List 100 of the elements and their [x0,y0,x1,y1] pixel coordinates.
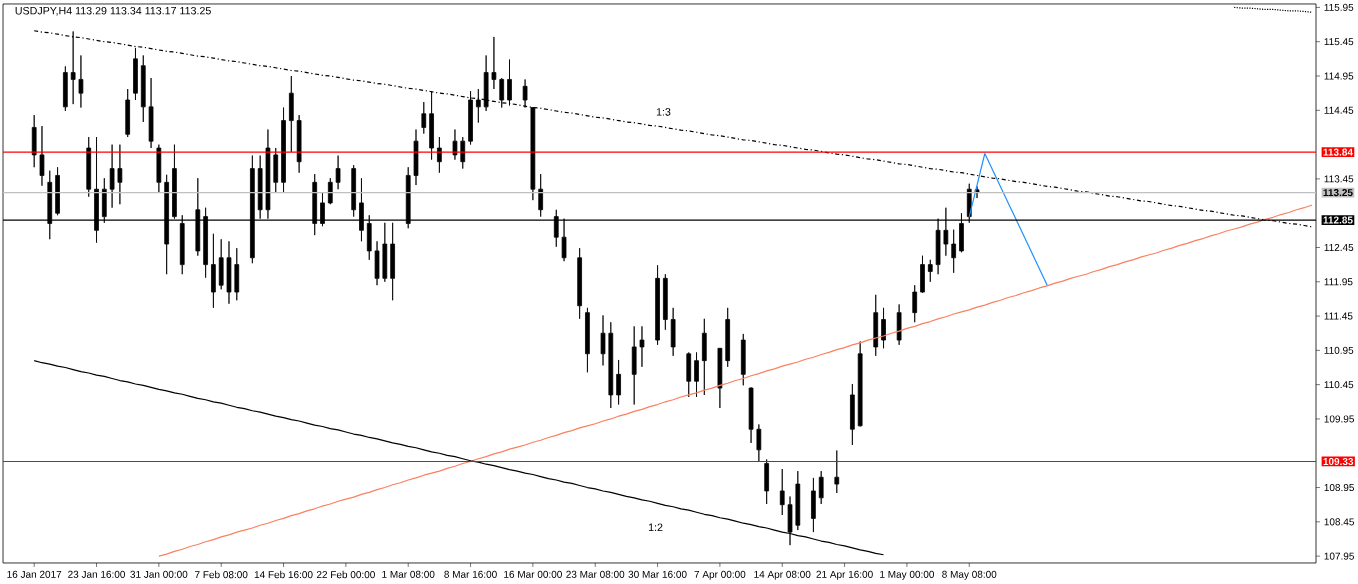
candlestick [787,496,793,546]
line-series [968,152,1048,286]
candlestick [475,88,481,124]
candlestick [663,273,668,331]
ref-line-label: 113.25 [1323,189,1353,197]
candlestick [234,247,240,301]
x-tick-label: 22 Feb 00:00 [316,570,375,579]
y-tick-label: 107.95 [1324,552,1354,560]
candlestick [507,59,512,106]
candlestick [834,450,840,494]
y-tick-label: 114.95 [1324,72,1354,80]
chart-title: USDJPY,H4 113.29 113.34 113.17 113.25 [15,6,211,16]
x-tick-label: 8 Mar 16:00 [444,570,497,578]
ref-line-label: 112.85 [1323,216,1353,224]
candlestick [850,383,855,446]
candlestick [429,90,434,161]
candlestick [226,240,232,305]
candlestick [413,129,419,186]
candlestick [296,114,302,174]
candlestick [881,307,886,349]
x-tick-label: 23 Mar 08:00 [566,570,625,578]
annotation: 1:3 [656,108,671,116]
x-tick-label: 21 Apr 16:00 [816,570,873,580]
candlestick [585,307,590,373]
candlestick [148,77,154,149]
candlestick [374,240,380,286]
x-tick-label: 14 Apr 08:00 [754,570,811,580]
candlestick [483,55,489,112]
x-tick-label: 8 May 08:00 [942,570,997,580]
x-tick-label: 7 Feb 08:00 [195,570,248,579]
ref-line-label: 113.84 [1323,148,1353,156]
candlestick [670,307,676,357]
candlestick [273,147,279,194]
candlestick [468,90,473,145]
candlestick [694,352,699,398]
candlestick [491,36,497,90]
candlestick [78,55,84,108]
candlestick [717,347,723,409]
candlestick [927,259,933,283]
candlestick [421,101,427,135]
candlestick [686,352,692,398]
x-tick-label: 16 Mar 00:00 [504,570,562,578]
x-tick-label: 1 Mar 08:00 [382,570,435,578]
candlestick [795,470,801,531]
candlestick [756,424,762,462]
y-tick-label: 115.45 [1324,38,1354,46]
candlestick [608,321,614,409]
x-tick-label: 31 Jan 00:00 [130,570,188,578]
candlestick [63,66,68,112]
candlestick [522,79,528,108]
candlestick [920,255,925,294]
candlestick [530,107,536,201]
candlestick [655,264,660,346]
y-tick-label: 108.45 [1324,518,1354,526]
candlestick [896,304,902,346]
candlestick [748,387,754,444]
candlestick [600,314,606,366]
candlestick [873,294,879,357]
annotation: 1:2 [648,523,663,531]
candlestick [577,247,582,320]
candlestick [912,284,918,323]
candlestick [335,155,341,190]
candlestick [125,88,131,138]
candlestick [725,307,731,368]
y-tick-label: 115.95 [1324,3,1354,11]
candlestick [109,144,115,209]
y-tick-label: 111.45 [1324,312,1353,320]
candlestick [140,55,146,123]
candlestick [639,325,645,368]
x-tick-label: 7 Apr 00:00 [694,570,746,580]
line-series [158,204,1313,557]
candlestick [55,166,60,216]
candlestick [211,233,216,309]
candlestick [117,144,123,205]
candlestick [288,75,294,153]
candlestick [764,459,769,505]
candlestick [86,136,92,198]
candlestick [351,164,357,218]
candlestick [156,144,162,194]
candlestick [811,477,816,533]
ref-line-label: 109.33 [1323,457,1354,466]
candlestick [499,77,505,108]
candlestick [857,341,863,427]
y-tick-label: 113.45 [1324,175,1354,183]
candlestick [31,114,37,168]
candlestick [390,222,395,301]
candlestick [631,325,637,405]
candlestick [382,222,388,283]
candlestick [701,318,707,396]
y-tick-label: 111.95 [1324,278,1353,286]
y-tick-label: 110.45 [1324,381,1354,389]
candlestick [218,238,224,290]
x-tick-label: 30 Mar 16:00 [628,570,687,578]
x-tick-label: 16 Jan 2017 [7,570,62,578]
y-tick-label: 112.45 [1324,243,1354,252]
y-tick-label: 110.95 [1324,346,1354,354]
y-tick-label: 109.95 [1324,415,1354,423]
y-tick-label: 114.45 [1324,106,1354,114]
line-series [33,360,885,556]
x-tick-label: 1 May 00:00 [880,570,935,580]
